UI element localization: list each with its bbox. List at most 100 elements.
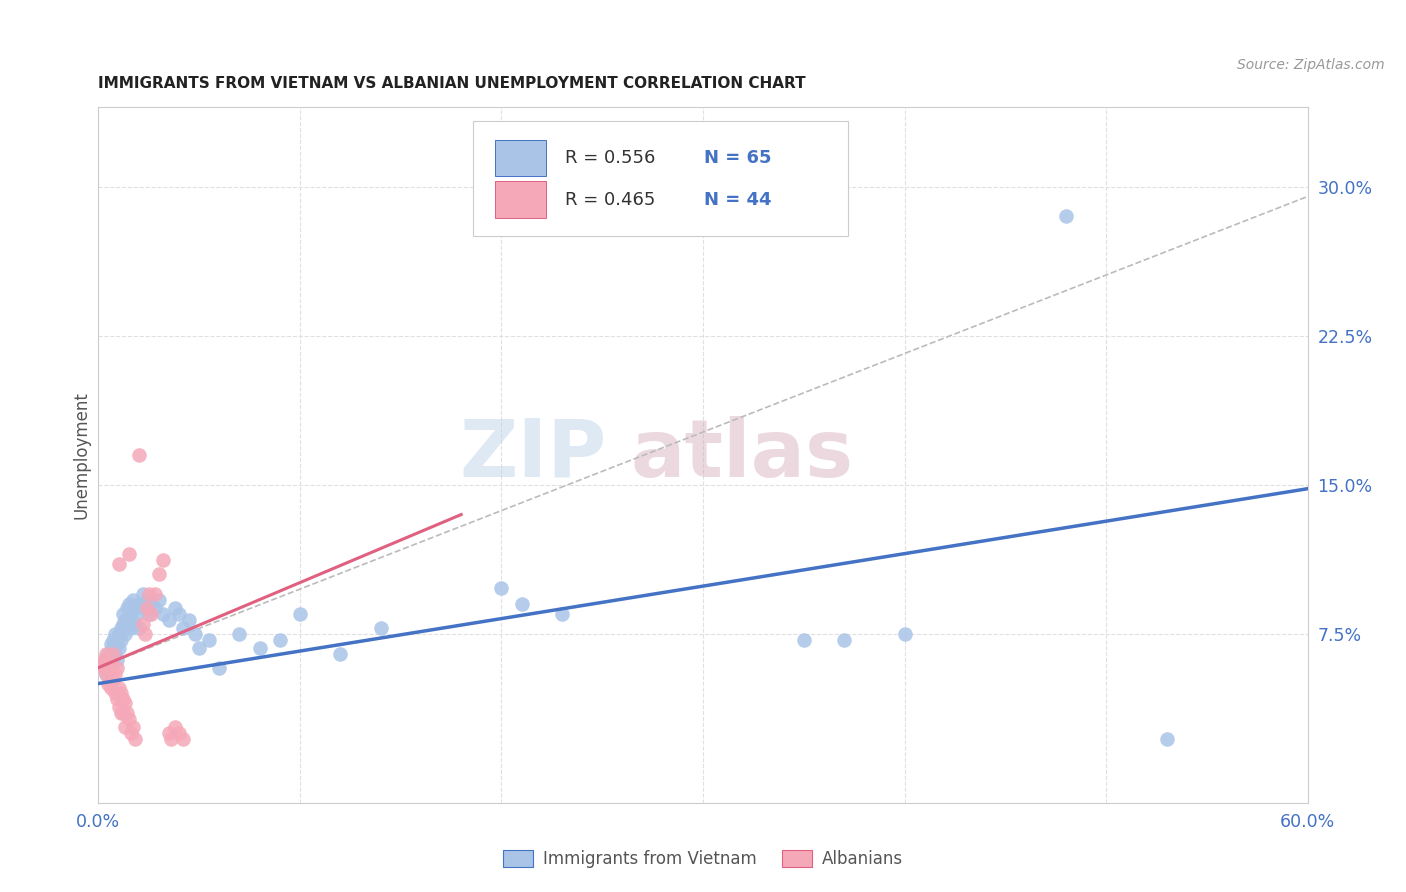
Point xyxy=(110,706,132,721)
Point xyxy=(105,692,128,706)
Point xyxy=(103,666,125,681)
Point xyxy=(115,706,138,721)
Point xyxy=(101,640,124,655)
Point xyxy=(110,621,132,635)
Point xyxy=(152,553,174,567)
Point xyxy=(107,700,129,714)
Point xyxy=(121,593,143,607)
Point xyxy=(179,613,201,627)
Point xyxy=(100,657,122,671)
Point xyxy=(132,616,155,631)
Point xyxy=(157,726,180,740)
Point xyxy=(110,686,132,700)
Point xyxy=(93,660,115,674)
Point xyxy=(125,607,148,621)
Point xyxy=(105,637,128,651)
Point xyxy=(97,647,120,661)
Point xyxy=(101,632,124,647)
Point xyxy=(128,448,150,462)
Point xyxy=(1054,210,1077,224)
Point xyxy=(167,726,190,740)
Point xyxy=(91,657,114,671)
Point xyxy=(114,720,136,734)
Point xyxy=(114,627,136,641)
Point xyxy=(97,660,120,674)
Point xyxy=(138,587,160,601)
Point xyxy=(124,601,146,615)
Text: atlas: atlas xyxy=(630,416,853,494)
Point xyxy=(160,732,183,747)
Point xyxy=(143,601,166,615)
Point xyxy=(101,647,124,661)
FancyBboxPatch shape xyxy=(495,181,546,218)
Point xyxy=(163,720,186,734)
Point xyxy=(120,726,142,740)
Point xyxy=(172,732,194,747)
Point xyxy=(96,666,118,681)
Point xyxy=(172,621,194,635)
Point xyxy=(115,601,138,615)
Text: IMMIGRANTS FROM VIETNAM VS ALBANIAN UNEMPLOYMENT CORRELATION CHART: IMMIGRANTS FROM VIETNAM VS ALBANIAN UNEM… xyxy=(98,76,806,91)
Point xyxy=(249,640,271,655)
Point xyxy=(148,567,170,582)
Point xyxy=(100,681,122,695)
Point xyxy=(114,697,136,711)
Point xyxy=(114,613,136,627)
Point xyxy=(135,601,157,615)
Point xyxy=(184,627,207,641)
Point xyxy=(120,621,142,635)
Point xyxy=(97,660,120,674)
Point xyxy=(132,587,155,601)
Point xyxy=(107,627,129,641)
Point xyxy=(107,681,129,695)
FancyBboxPatch shape xyxy=(495,140,546,176)
Point xyxy=(128,597,150,611)
Point xyxy=(551,607,574,621)
Point xyxy=(793,632,815,647)
Point xyxy=(118,597,141,611)
Point xyxy=(139,597,162,611)
Point xyxy=(107,558,129,572)
Point xyxy=(111,607,134,621)
Point xyxy=(510,597,533,611)
Point xyxy=(97,676,120,690)
Point xyxy=(105,653,128,667)
Point xyxy=(111,706,134,721)
Point xyxy=(128,621,150,635)
FancyBboxPatch shape xyxy=(474,121,848,235)
Point xyxy=(111,616,134,631)
Point xyxy=(167,607,190,621)
Point xyxy=(100,637,122,651)
Y-axis label: Unemployment: Unemployment xyxy=(72,391,90,519)
Point xyxy=(103,686,125,700)
Legend: Immigrants from Vietnam, Albanians: Immigrants from Vietnam, Albanians xyxy=(496,843,910,874)
Point xyxy=(96,653,118,667)
Point xyxy=(118,547,141,561)
Point xyxy=(121,720,143,734)
Point xyxy=(115,621,138,635)
Text: R = 0.465: R = 0.465 xyxy=(565,191,655,209)
Point xyxy=(93,660,115,674)
Point xyxy=(139,607,162,621)
Point xyxy=(96,647,118,661)
Point xyxy=(832,632,855,647)
Point xyxy=(100,657,122,671)
Point xyxy=(103,627,125,641)
Point xyxy=(208,660,231,674)
Point xyxy=(124,616,146,631)
Text: Source: ZipAtlas.com: Source: ZipAtlas.com xyxy=(1237,58,1385,72)
Point xyxy=(101,673,124,687)
Point xyxy=(893,627,915,641)
Point xyxy=(110,632,132,647)
Point xyxy=(118,613,141,627)
Point xyxy=(163,601,186,615)
Point xyxy=(93,653,115,667)
Point xyxy=(198,632,221,647)
Point xyxy=(188,640,211,655)
Point xyxy=(135,593,157,607)
Point xyxy=(1156,732,1178,747)
Text: N = 65: N = 65 xyxy=(704,149,772,167)
Point xyxy=(107,640,129,655)
Text: N = 44: N = 44 xyxy=(704,191,772,209)
Point xyxy=(148,593,170,607)
